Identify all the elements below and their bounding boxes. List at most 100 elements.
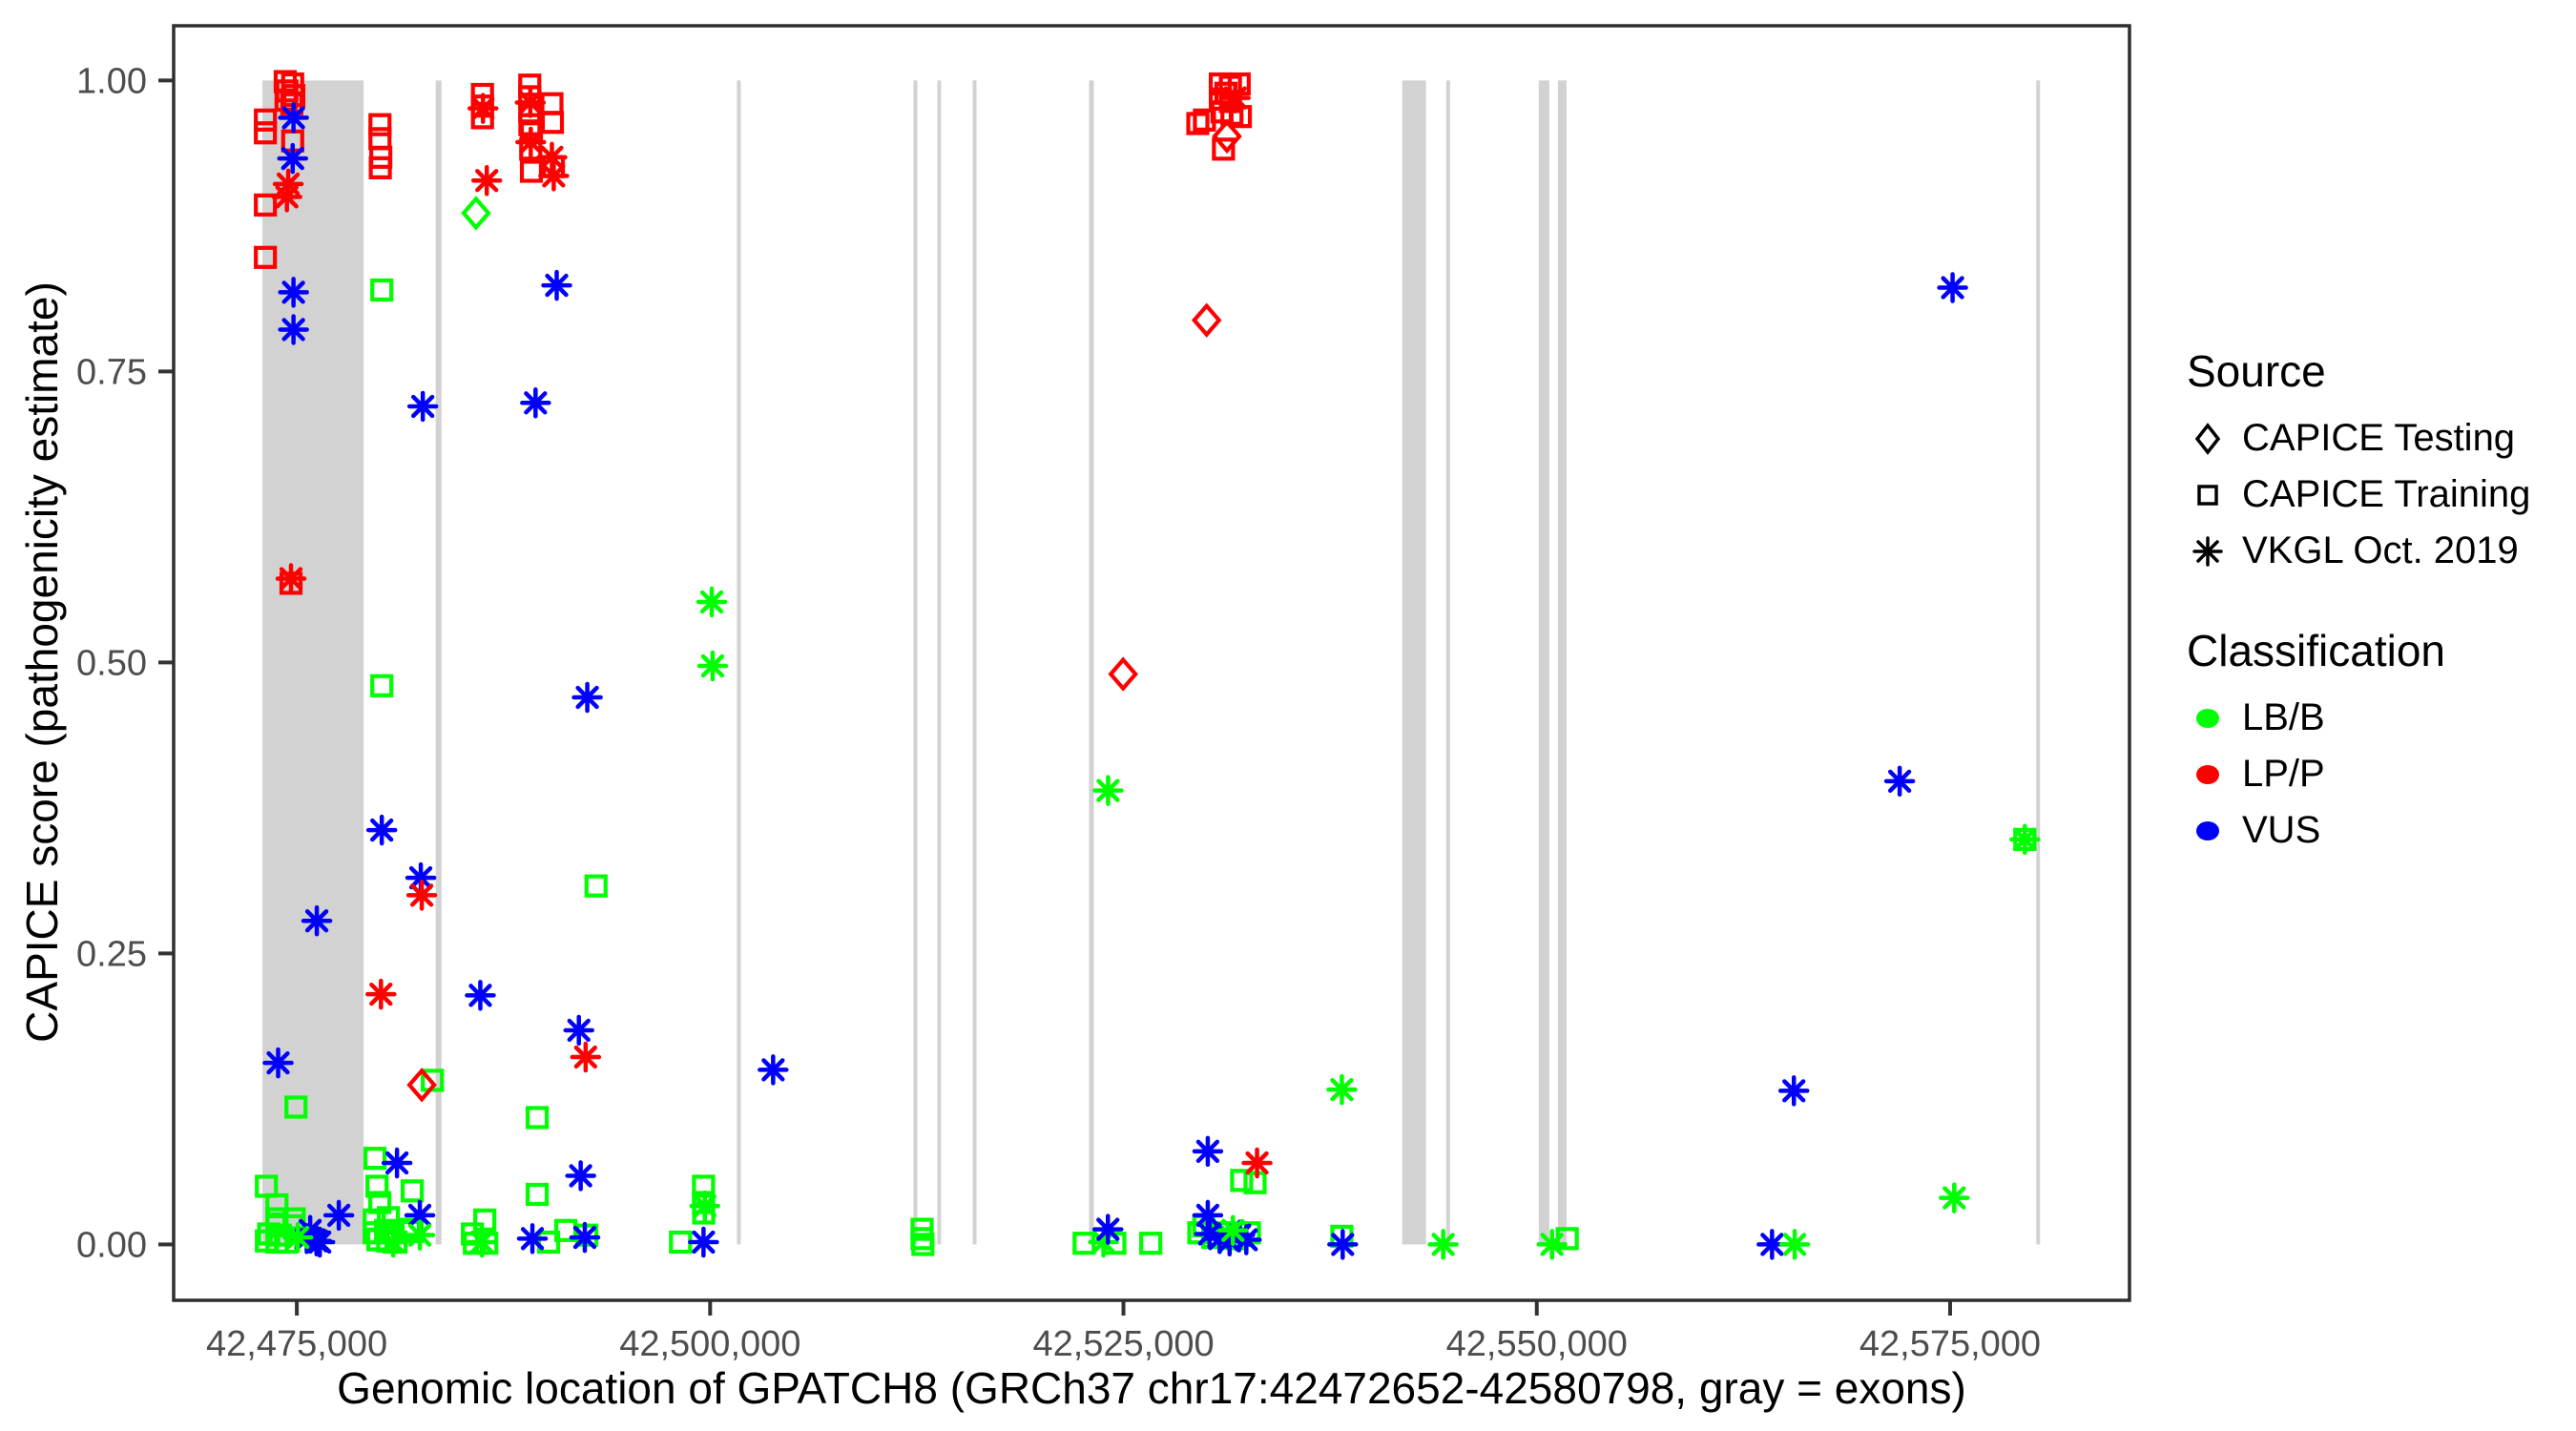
- data-point-asterisk: [1192, 1135, 1224, 1168]
- x-tick-label: 42,575,000: [1859, 1324, 2041, 1364]
- data-point-square: [1186, 112, 1210, 135]
- data-point-square: [1193, 108, 1216, 132]
- data-point-asterisk: [571, 681, 603, 714]
- data-point-asterisk: [1192, 1199, 1224, 1232]
- data-point-square: [525, 1106, 550, 1130]
- exon-band: [937, 80, 942, 1245]
- data-point-asterisk: [1326, 1073, 1358, 1106]
- data-point-square: [368, 156, 392, 179]
- y-tick-label: 0.00: [76, 1225, 147, 1265]
- data-point-square: [519, 159, 544, 183]
- data-point-asterisk: [271, 181, 302, 213]
- data-point-asterisk: [275, 563, 307, 594]
- legend-item-label: LP/P: [2242, 753, 2325, 795]
- panel-border: [172, 24, 2131, 1302]
- x-tick-label: 42,475,000: [206, 1324, 387, 1364]
- data-point-square: [284, 1095, 308, 1119]
- legend-item-vus: VUS: [2187, 802, 2568, 859]
- y-tick-label: 1.00: [76, 61, 147, 101]
- data-point-asterisk: [541, 269, 572, 301]
- data-point-asterisk: [381, 1147, 413, 1179]
- exon-band: [1445, 80, 1450, 1245]
- legend-item-label: VKGL Oct. 2019: [2242, 529, 2519, 571]
- data-point-asterisk: [365, 814, 398, 846]
- data-point-asterisk: [470, 165, 503, 197]
- exon-band: [435, 80, 442, 1245]
- legend-source-title: Source: [2187, 346, 2326, 396]
- data-point-asterisk: [377, 1226, 409, 1258]
- data-point-asterisk: [322, 1199, 355, 1232]
- data-point-square: [669, 1230, 693, 1255]
- data-point-asterisk: [278, 277, 309, 308]
- exon-band: [1402, 80, 1426, 1245]
- data-point-asterisk: [1327, 1229, 1359, 1260]
- data-point-square: [370, 278, 394, 302]
- data-point-square: [368, 127, 392, 151]
- legend-item-label: VUS: [2242, 809, 2321, 851]
- data-point-asterisk: [1427, 1229, 1459, 1260]
- data-point-asterisk: [1219, 82, 1251, 114]
- exon-band: [913, 80, 918, 1245]
- legend-item-capice-training: CAPICE Training: [2187, 467, 2568, 523]
- data-point-diamond: [1212, 118, 1242, 155]
- data-point-asterisk: [1092, 1213, 1124, 1245]
- data-point-square: [1230, 1169, 1254, 1192]
- data-point-asterisk: [688, 1226, 719, 1258]
- data-point-asterisk: [696, 650, 729, 682]
- data-point-asterisk: [696, 586, 728, 618]
- data-point-square: [363, 1147, 387, 1171]
- data-point-square: [268, 1223, 292, 1247]
- data-point-asterisk: [758, 1054, 789, 1086]
- data-point-asterisk: [570, 1041, 602, 1073]
- legend-item-label: CAPICE Training: [2242, 473, 2531, 515]
- exon-band: [972, 80, 977, 1245]
- data-point-asterisk: [404, 1219, 436, 1251]
- data-point-asterisk: [1536, 1229, 1568, 1260]
- exon-band: [1557, 80, 1567, 1245]
- data-point-asterisk: [563, 1014, 594, 1047]
- data-point-square: [370, 674, 394, 697]
- data-point-asterisk: [1777, 1075, 1810, 1107]
- vus-dot-icon: [2196, 820, 2219, 840]
- data-point-square: [368, 113, 392, 136]
- y-tick-label: 0.25: [76, 934, 147, 974]
- data-point-asterisk: [538, 160, 570, 192]
- data-point-asterisk: [520, 387, 551, 419]
- data-point-asterisk: [365, 978, 397, 1010]
- data-point-asterisk: [406, 390, 439, 423]
- data-point-asterisk: [1231, 1224, 1262, 1255]
- diamond-icon: [2194, 422, 2221, 455]
- data-point-square: [584, 874, 608, 898]
- exon-band: [1538, 80, 1549, 1245]
- data-point-asterisk: [1939, 1182, 1970, 1213]
- data-point-asterisk: [1092, 775, 1124, 806]
- data-point-asterisk: [278, 314, 309, 345]
- data-point-asterisk: [2009, 823, 2041, 856]
- exon-band: [1089, 80, 1094, 1245]
- lbb-dot-icon: [2196, 708, 2219, 728]
- exon-band: [737, 80, 741, 1245]
- data-point-asterisk: [466, 1226, 498, 1258]
- data-point-square: [254, 245, 278, 269]
- data-point-square: [911, 1233, 935, 1256]
- x-tick-label: 42,525,000: [1032, 1324, 1214, 1364]
- data-point-square: [377, 1206, 401, 1230]
- data-point-asterisk: [569, 1221, 601, 1254]
- y-tick-label: 0.75: [76, 352, 147, 392]
- legend-item-lpp: LP/P: [2187, 746, 2568, 802]
- data-point-diamond: [1108, 656, 1138, 692]
- data-point-asterisk: [536, 141, 568, 174]
- data-point-asterisk: [278, 102, 309, 134]
- data-point-square: [536, 1230, 561, 1255]
- data-point-square: [525, 1182, 550, 1207]
- data-point-asterisk: [1241, 1147, 1273, 1179]
- data-point-square: [1228, 105, 1253, 129]
- data-point-square: [400, 1179, 425, 1203]
- data-point-asterisk: [1883, 765, 1916, 798]
- data-point-diamond: [461, 196, 491, 231]
- exon-band: [2036, 80, 2041, 1245]
- data-point-asterisk: [1217, 1214, 1249, 1247]
- lpp-dot-icon: [2196, 764, 2219, 784]
- data-point-asterisk: [514, 87, 547, 118]
